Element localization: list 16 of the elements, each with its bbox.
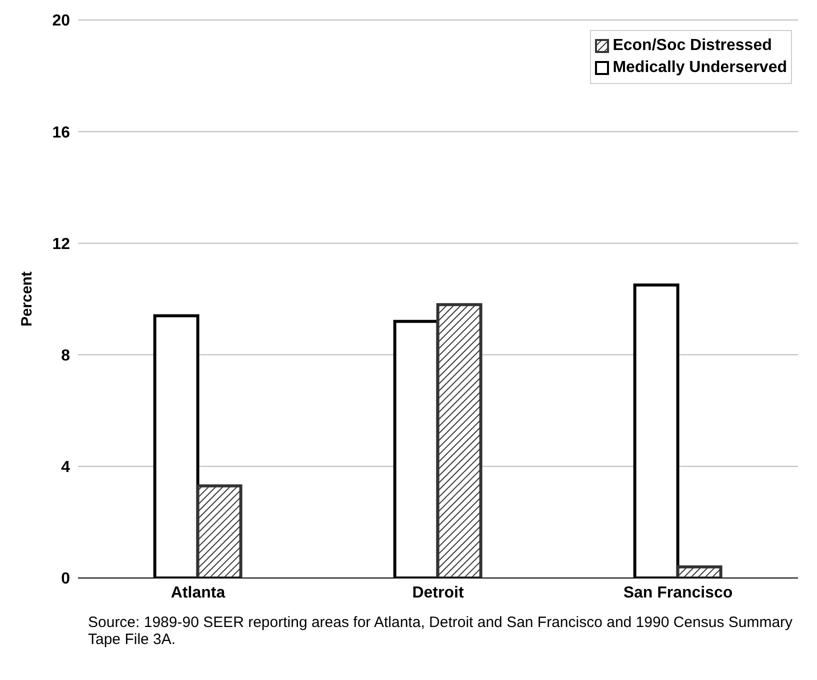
x-tick-label: Detroit: [412, 584, 464, 602]
source-note: Source: 1989-90 SEER reporting areas for Atlanta, Detroit and San Francisco and 1990 Census Summary Tape File 3A.: [88, 614, 794, 648]
y-tick-label: 0: [61, 570, 70, 588]
y-tick-label: 16: [52, 124, 70, 142]
bar: [676, 565, 722, 578]
x-tick-label: San Francisco: [623, 584, 733, 602]
y-axis-title: Percent: [18, 271, 36, 327]
y-tick-label: 8: [61, 347, 70, 364]
legend-label: Econ/Soc Distressed: [612, 37, 772, 55]
y-tick-label: 20: [52, 12, 70, 30]
y-tick-label: 4: [61, 459, 70, 476]
y-tick-label: 12: [52, 236, 70, 253]
x-tick-label: Atlanta: [170, 584, 226, 602]
legend-label: Medically Underserved: [612, 59, 787, 77]
bar: [196, 484, 242, 578]
bar: [436, 303, 482, 578]
